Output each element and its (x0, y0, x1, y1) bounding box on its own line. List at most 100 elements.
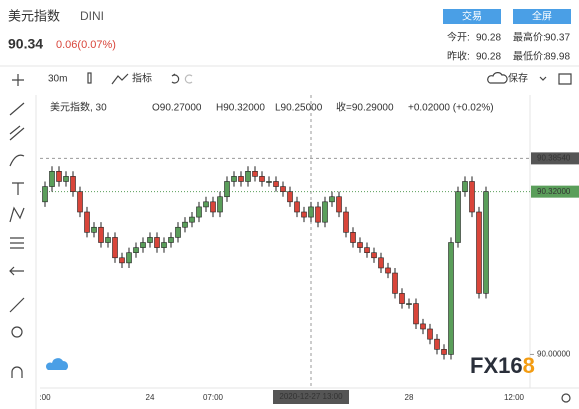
last-price: 90.32000 (537, 187, 571, 196)
candle-body (182, 221, 188, 228)
brush-tool[interactable] (9, 154, 25, 167)
crosshair-time: 2020-12-27 13:00 (279, 392, 343, 401)
candle-body (280, 186, 286, 192)
candle-body (217, 196, 223, 213)
candle-body (315, 206, 321, 223)
price: 90.34 (8, 36, 43, 52)
candle-body (434, 338, 440, 350)
save[interactable]: 保存 (508, 72, 528, 85)
stat-label: 最低价: (513, 50, 546, 63)
candle-body (189, 216, 195, 223)
candle-body (203, 201, 209, 208)
candle-body (175, 226, 181, 238)
trade-button[interactable] (443, 9, 501, 24)
candle-body (287, 191, 293, 203)
redo-icon[interactable] (184, 74, 193, 84)
text-tool[interactable] (12, 182, 24, 195)
candle-body (245, 171, 251, 182)
candle-body (469, 181, 475, 213)
change: 0.06(0.07%) (56, 39, 116, 51)
candle-body (294, 201, 300, 213)
indicators[interactable]: 指标 (132, 72, 152, 85)
candle-body (196, 206, 202, 218)
candle-body (231, 176, 237, 182)
legend-close: 收=90.29000 (336, 101, 394, 114)
zoom-tool[interactable] (11, 326, 23, 338)
cloud-icon[interactable] (45, 358, 68, 370)
candle-body (385, 267, 391, 274)
x-tick-label: :00 (39, 393, 51, 402)
crosshair-tool[interactable] (12, 74, 24, 86)
candle-body (133, 247, 139, 253)
stat-value: 89.98 (545, 52, 570, 63)
legend-low: L90.25000 (275, 103, 323, 114)
fullscreen-button-label[interactable]: 全屏 (532, 10, 552, 23)
fullscreen-button[interactable] (513, 9, 571, 24)
legend-high: H90.32000 (216, 103, 265, 114)
x-tick-label: 24 (146, 393, 155, 402)
candle-body (350, 232, 356, 243)
undo-icon[interactable] (171, 73, 180, 84)
interval[interactable]: 30m (48, 74, 67, 85)
candle-body (147, 237, 153, 243)
candle-body (259, 176, 265, 182)
save-menu[interactable] (539, 76, 547, 81)
candle-body (154, 237, 160, 248)
candle-body (329, 196, 335, 203)
crosshair-time-box (273, 390, 349, 404)
magnet-tool[interactable] (11, 366, 23, 378)
line-tool[interactable] (9, 102, 25, 116)
settings-icon[interactable] (558, 73, 572, 85)
candle-body (252, 171, 258, 177)
x-tick-label: 12:00 (504, 393, 525, 402)
stat-label: 最高价: (513, 31, 546, 44)
prediction-tool[interactable] (10, 237, 24, 249)
candle-body (406, 303, 412, 305)
candle-icon[interactable] (87, 72, 92, 84)
gear-icon[interactable] (561, 393, 571, 403)
y-tick-label: 90.00000 (537, 350, 571, 359)
candle-body (399, 293, 405, 304)
back-tool[interactable] (9, 266, 24, 276)
fib-tool[interactable] (9, 125, 25, 141)
legend-symbol: 美元指数, 30 (50, 101, 107, 114)
legend-open: O90.27000 (152, 103, 202, 114)
pattern-tool[interactable] (9, 206, 25, 223)
candle-body (322, 201, 328, 223)
candle-body (308, 206, 314, 218)
x-tick-label: 07:00 (203, 393, 224, 402)
candle-body (476, 211, 482, 294)
candle-body (168, 237, 174, 243)
candle-body (441, 349, 447, 355)
candle-body (266, 181, 272, 183)
candle-body (378, 257, 384, 269)
candle-body (462, 181, 468, 192)
indicator-icon[interactable] (111, 73, 129, 85)
candle-body (161, 242, 167, 248)
candle-body (413, 303, 419, 325)
candle-body (238, 176, 244, 182)
candle-body (49, 171, 55, 187)
candle-body (112, 237, 118, 259)
candle-body (301, 211, 307, 218)
candle-body (77, 191, 83, 213)
candle-body (357, 242, 363, 248)
drawing-tools (9, 74, 25, 378)
candle-body (364, 247, 370, 253)
ruler-tool[interactable] (9, 297, 25, 313)
save-icon[interactable] (487, 72, 508, 84)
trade-button-label[interactable]: 交易 (462, 10, 482, 23)
candle-body (84, 211, 90, 233)
logo: FX168 (470, 353, 535, 378)
candle-body (119, 257, 125, 264)
candle-body (448, 242, 454, 355)
candle-body (371, 252, 377, 259)
stat-value: 90.28 (476, 52, 501, 63)
candle-body (455, 191, 461, 243)
stat-label: 今开: (447, 31, 470, 44)
candle-body (98, 226, 104, 243)
candle-body (427, 328, 433, 340)
legend-change: +0.02000 (+0.02%) (408, 103, 494, 114)
candle-body (224, 181, 230, 198)
